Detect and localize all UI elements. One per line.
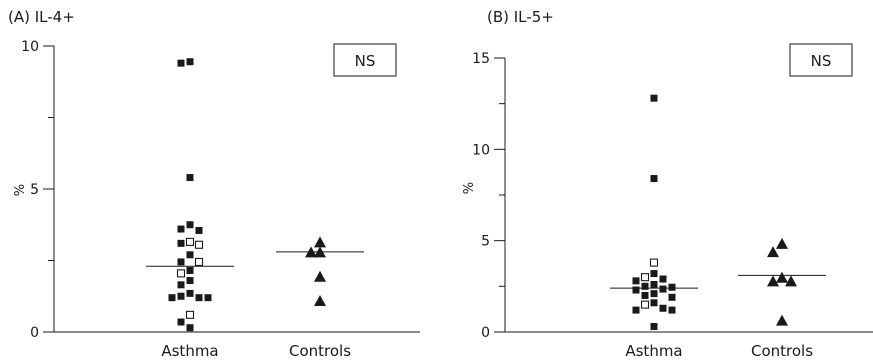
data-point-filled-square <box>668 306 676 314</box>
data-point-filled-square <box>650 270 658 278</box>
data-point-open-square <box>640 273 650 282</box>
data-point-filled-square <box>641 282 649 290</box>
data-point-filled-square <box>186 324 194 332</box>
data-point-filled-square <box>186 251 194 259</box>
data-point-filled-square <box>650 175 658 183</box>
data-point-filled-square <box>168 294 176 302</box>
y-axis-label: % <box>13 184 28 196</box>
y-tick-label: 10 <box>472 142 490 158</box>
significance-label: NS <box>355 52 376 70</box>
data-point-filled-square <box>668 283 676 291</box>
data-point-open-square <box>185 237 195 246</box>
data-point-filled-square <box>195 226 203 234</box>
data-point-triangle <box>767 246 779 258</box>
data-point-filled-square <box>177 281 185 289</box>
significance-label: NS <box>811 52 832 70</box>
data-point-open-square <box>176 269 186 278</box>
data-point-filled-square <box>177 239 185 247</box>
x-category-label: Controls <box>751 342 813 360</box>
data-point-triangle <box>314 295 326 307</box>
data-point-filled-square <box>641 291 649 299</box>
data-point-filled-square <box>632 306 640 314</box>
data-point-filled-square <box>659 304 667 312</box>
data-point-filled-square <box>659 285 667 293</box>
significance-box <box>333 43 397 77</box>
data-point-open-square <box>649 258 659 267</box>
data-point-filled-square <box>186 277 194 285</box>
data-point-filled-square <box>186 58 194 66</box>
data-point-triangle <box>767 275 779 287</box>
data-point-open-square <box>194 257 204 266</box>
data-point-filled-square <box>177 318 185 326</box>
data-point-filled-square <box>668 293 676 301</box>
data-point-filled-square <box>195 294 203 302</box>
data-point-filled-square <box>659 275 667 283</box>
y-tick-label: 0 <box>481 325 490 341</box>
y-axis-label: % <box>462 182 477 194</box>
x-category-label: Asthma <box>161 342 218 360</box>
data-point-open-square <box>185 310 195 319</box>
data-point-triangle <box>314 270 326 282</box>
data-point-filled-square <box>177 258 185 266</box>
data-point-triangle <box>776 314 788 326</box>
data-point-triangle <box>785 275 797 287</box>
x-category-label: Controls <box>289 342 351 360</box>
y-tick-label: 15 <box>472 51 490 67</box>
data-point-filled-square <box>650 94 658 102</box>
data-point-filled-square <box>632 277 640 285</box>
data-point-filled-square <box>650 281 658 289</box>
data-point-open-square <box>640 300 650 309</box>
data-point-triangle <box>314 246 326 258</box>
y-tick-label: 10 <box>21 39 39 55</box>
data-point-open-square <box>194 240 204 249</box>
data-point-filled-square <box>204 294 212 302</box>
data-point-filled-square <box>650 290 658 298</box>
data-point-triangle <box>776 271 788 283</box>
y-tick-label: 0 <box>30 325 39 341</box>
data-point-filled-square <box>186 267 194 275</box>
data-point-triangle <box>314 236 326 248</box>
chart-title: (B) IL-5+ <box>487 8 554 26</box>
y-tick-label: 5 <box>481 234 490 250</box>
data-point-filled-square <box>186 221 194 229</box>
x-category-label: Asthma <box>625 342 682 360</box>
data-point-filled-square <box>177 292 185 300</box>
y-tick-label: 5 <box>30 182 39 198</box>
chart-panel-a: (A) IL-4+% 0 5 10 Asthma Controls NS <box>8 8 420 360</box>
data-point-filled-square <box>650 323 658 331</box>
data-point-filled-square <box>632 286 640 294</box>
chart-panel-b: (B) IL-5+% 0 5 10 15 Asthma Controls NS <box>462 8 873 360</box>
chart-title: (A) IL-4+ <box>8 8 75 26</box>
data-point-triangle <box>305 246 317 258</box>
data-point-triangle <box>776 237 788 249</box>
significance-box <box>789 43 853 77</box>
data-point-filled-square <box>186 289 194 297</box>
data-point-filled-square <box>650 299 658 307</box>
data-point-filled-square <box>186 174 194 182</box>
data-point-filled-square <box>177 225 185 233</box>
data-point-filled-square <box>177 59 185 67</box>
